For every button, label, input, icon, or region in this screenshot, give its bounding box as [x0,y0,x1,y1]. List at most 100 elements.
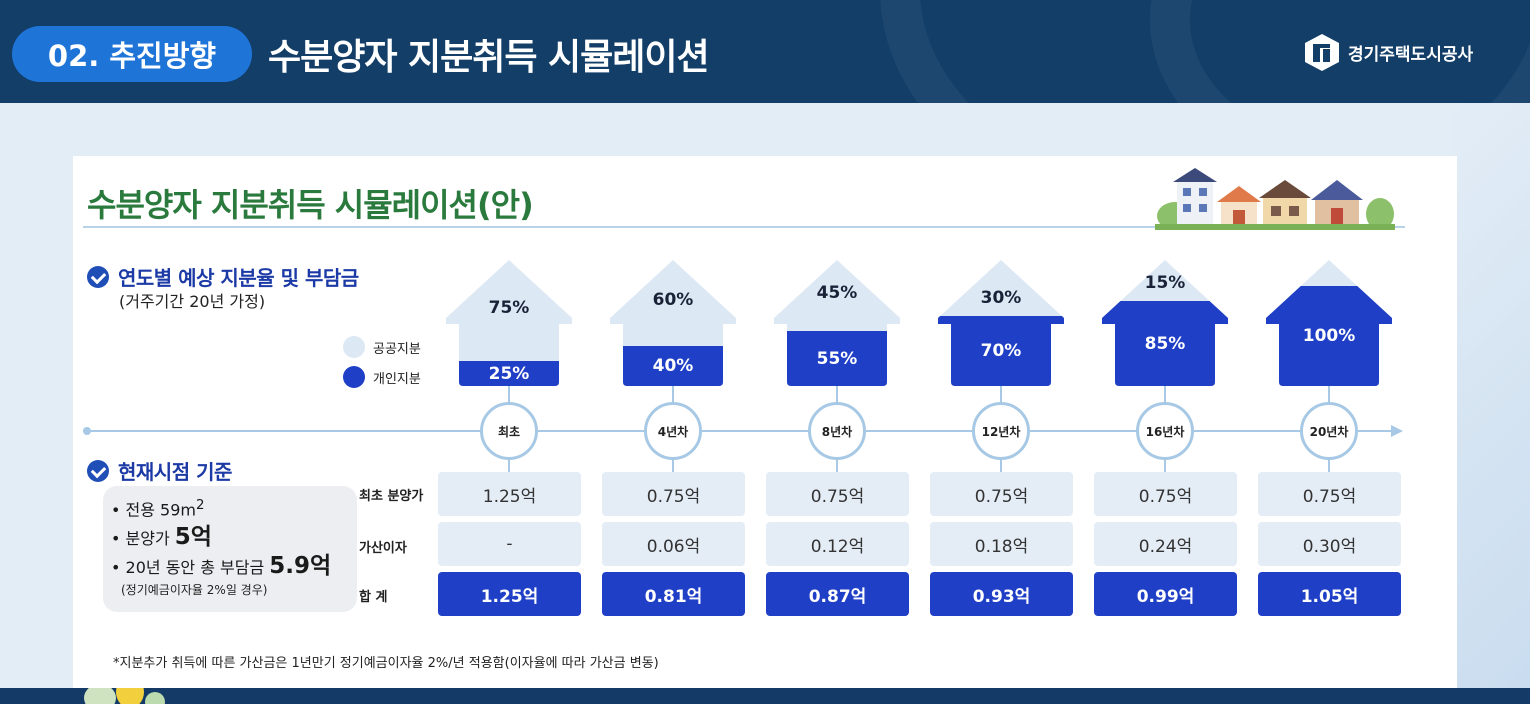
house-shape-icon [774,260,900,386]
share-house: 100% [1264,258,1394,388]
check-circle-icon [87,265,109,288]
share-house: 60% 40% [608,258,738,388]
timeline-node: 12년차 [972,402,1030,460]
timeline-node: 4년차 [644,402,702,460]
cell-interest: 0.18억 [930,522,1073,566]
info-total-label: 20년 동안 총 부담금 [125,558,270,578]
cell-initial-price: 0.75억 [766,472,909,516]
share-house: 75% 25% [444,258,574,388]
timeline-connector [1000,386,1002,404]
side-decoration [1450,103,1530,703]
section-share-title: 연도별 예상 지분율 및 부담금 [118,266,359,290]
info-price-label: 분양가 [125,528,175,548]
cell-initial-price: 1.25억 [438,472,581,516]
private-share-label: 40% [652,356,694,376]
timeline-connector [1164,386,1166,404]
timeline-line [87,430,1397,432]
cell-total: 0.99억 [1094,572,1237,616]
house-shape-icon [938,260,1064,386]
legend-public: 공공지분 [343,336,421,358]
timeline-connector [836,458,838,472]
house-shape-icon [610,260,736,386]
cell-interest: 0.24억 [1094,522,1237,566]
private-share-label: 85% [1144,333,1186,354]
cell-initial-price: 0.75억 [1094,472,1237,516]
private-share-label: 55% [816,348,858,369]
timeline-connector [672,458,674,472]
timeline-connector [836,386,838,404]
share-house: 30% 70% [936,258,1066,388]
timeline-connector [1000,458,1002,472]
cell-initial-price: 0.75억 [602,472,745,516]
section-heading-current: 현재시점 기준 [87,456,232,485]
org-logo-icon [1305,34,1339,71]
cell-initial-price: 0.75억 [930,472,1073,516]
legend-private-swatch [343,366,365,388]
public-share-label: 30% [980,288,1022,308]
footnote: *지분추가 취득에 따른 가산금은 1년만기 정기예금이자율 2%/년 적용함(… [113,656,659,671]
share-house: 45% 55% [772,258,902,388]
section-share-subtitle: (거주기간 20년 가정) [119,292,266,311]
cell-interest: 0.06억 [602,522,745,566]
public-share-label: 75% [488,297,530,318]
info-area: • 전용 59m2 [111,498,205,520]
cell-total: 0.87억 [766,572,909,616]
section-heading-share: 연도별 예상 지분율 및 부담금 [87,262,359,291]
section-pill: 02. 추진방향 [12,26,252,82]
legend-public-swatch [343,336,365,358]
timeline-connector [1328,386,1330,404]
timeline-node: 20년차 [1300,402,1358,460]
private-share-label: 70% [980,341,1022,361]
info-price-value: 5억 [174,523,212,550]
timeline-connector [508,458,510,472]
timeline-connector [1328,458,1330,472]
info-note: (정기예금이자율 2%일 경우) [121,582,268,597]
cell-interest: 0.30억 [1258,522,1401,566]
info-total-value: 5.9억 [269,553,332,580]
timeline-connector [672,386,674,404]
timeline-connector [508,386,510,404]
info-area-text: 전용 59m [125,500,197,520]
org-name: 경기주택도시공사 [1348,44,1474,65]
house-shape-icon [446,260,572,386]
cell-total: 0.81억 [602,572,745,616]
house-shape-icon [1266,260,1392,386]
public-share-label: 15% [1144,273,1186,293]
content-card: 수분양자 지분취득 시뮬레이션(안) 연도별 예상 지분율 및 부담금 (거주기… [73,156,1457,688]
info-total: • 20년 동안 총 부담금 5.9억 [111,553,332,580]
legend-private-label: 개인지분 [373,371,421,387]
share-house: 15% 85% [1100,258,1230,388]
cell-interest: - [438,522,581,566]
cell-initial-price: 0.75억 [1258,472,1401,516]
card-title: 수분양자 지분취득 시뮬레이션(안) [87,186,534,224]
timeline-node: 최초 [480,402,538,460]
section-current-title: 현재시점 기준 [118,460,232,484]
row-label-sum: 합 계 [359,590,388,605]
timeline-connector [1164,458,1166,472]
private-share-label: 100% [1302,326,1356,346]
public-share-label: 45% [816,282,858,303]
cell-total: 0.93억 [930,572,1073,616]
cell-interest: 0.12억 [766,522,909,566]
info-box: • 전용 59m2 • 분양가 5억 • 20년 동안 총 부담금 5.9억 (… [103,486,357,612]
row-label-interest: 가산이자 [359,541,407,556]
title-divider [83,226,1405,228]
page-title: 수분양자 지분취득 시뮬레이션 [268,37,710,78]
timeline-node: 8년차 [808,402,866,460]
bottom-bar [0,688,1530,704]
house-shape-icon [1102,260,1228,386]
header-bar: 02. 추진방향 수분양자 지분취득 시뮬레이션 경기주택도시공사 [0,0,1530,103]
cell-total: 1.05억 [1258,572,1401,616]
public-share-label: 60% [652,290,694,310]
org-logo: 경기주택도시공사 [1302,32,1473,72]
cell-total: 1.25억 [438,572,581,616]
legend-public-label: 공공지분 [373,341,421,357]
legend-private: 개인지분 [343,366,421,388]
timeline-arrow-icon [1391,425,1403,437]
row-label-initial: 최초 분양가 [359,489,424,504]
houses-illustration-icon [1155,168,1395,230]
private-share-label: 25% [488,363,530,384]
info-area-sup: 2 [196,498,205,513]
info-price: • 분양가 5억 [111,523,212,550]
check-circle-icon [87,459,109,482]
